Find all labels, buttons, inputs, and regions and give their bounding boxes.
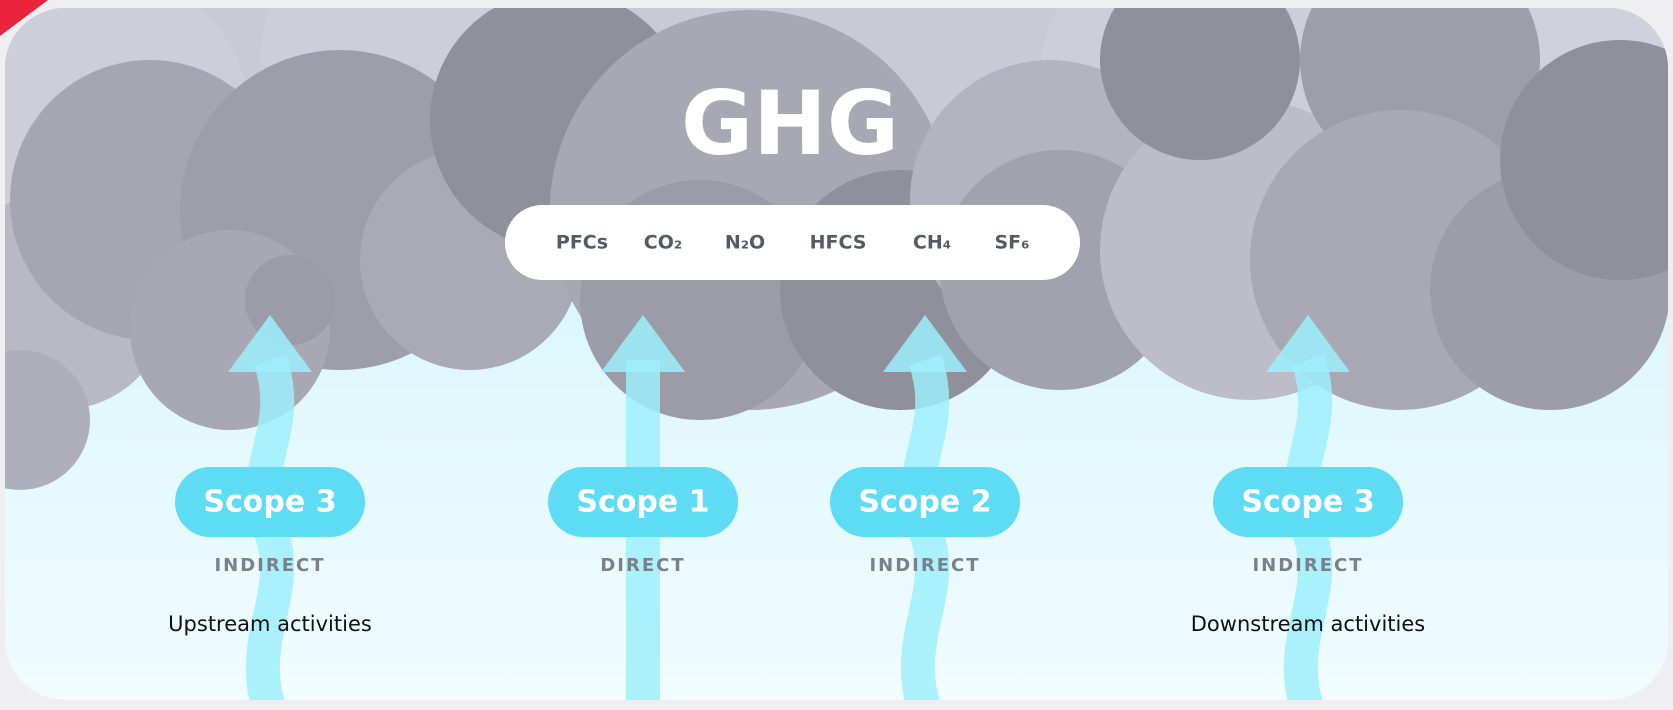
scope-activity: Downstream activities	[1191, 612, 1425, 636]
scope-label: Scope 3	[203, 485, 336, 520]
gas: CH₄	[913, 232, 951, 254]
scope-label: Scope 3	[1241, 485, 1374, 520]
scope-kind: INDIRECT	[1252, 555, 1363, 576]
scope-kind: DIRECT	[600, 555, 685, 576]
gas: PFCs	[556, 232, 608, 254]
scope-label: Scope 2	[858, 485, 991, 520]
scope-activity: Upstream activities	[168, 612, 372, 636]
scope-kind: INDIRECT	[214, 555, 325, 576]
scope-label: Scope 1	[576, 485, 709, 520]
gas: HFCS	[810, 232, 867, 254]
scope-kind: INDIRECT	[869, 555, 980, 576]
gas: N₂O	[725, 232, 765, 254]
gas: CO₂	[644, 232, 682, 254]
gas: SF₆	[995, 232, 1030, 254]
title: GHG	[681, 72, 899, 175]
infographic: GHG PFCs CO₂ N₂O HFCS CH₄ SF₆ Scope 3 INDIRECT…	[0, 0, 1673, 710]
